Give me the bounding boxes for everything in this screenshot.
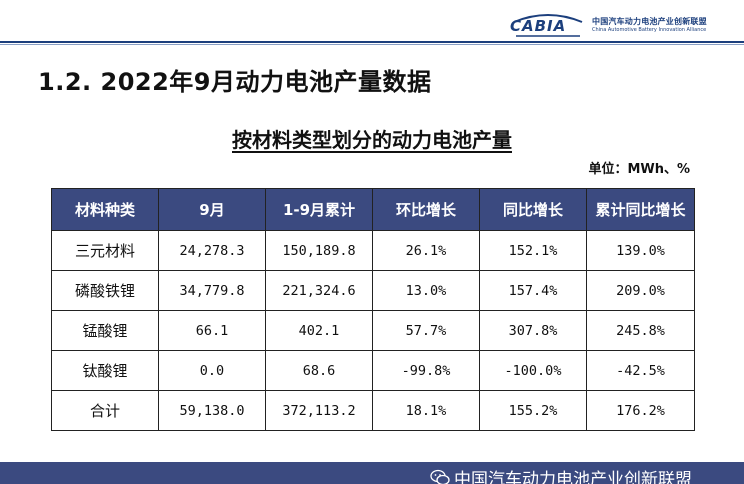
cell-cumulative: 221,324.6 bbox=[265, 270, 373, 311]
cell-yoy: 152.1% bbox=[479, 230, 587, 271]
logo-word: CABIA bbox=[510, 17, 567, 35]
cell-material: 三元材料 bbox=[51, 230, 159, 271]
wechat-icon bbox=[430, 469, 450, 484]
logo-swoosh-icon bbox=[513, 14, 583, 37]
cell-material: 磷酸铁锂 bbox=[51, 270, 159, 311]
cell-cumulative-yoy: 209.0% bbox=[586, 270, 695, 311]
logo-text: 中国汽车动力电池产业创新联盟 China Automotive Battery … bbox=[592, 16, 707, 33]
cell-yoy: 157.4% bbox=[479, 270, 587, 311]
footer-bar bbox=[0, 462, 744, 484]
cell-cumulative: 372,113.2 bbox=[265, 390, 373, 431]
cell-material: 钛酸锂 bbox=[51, 350, 159, 391]
cell-yoy: 307.8% bbox=[479, 310, 587, 351]
footer-text: 中国汽车动力电池产业创新联盟 bbox=[454, 470, 692, 484]
cell-material: 锰酸锂 bbox=[51, 310, 159, 351]
cell-cumulative-yoy: 139.0% bbox=[586, 230, 695, 271]
cell-yoy: -100.0% bbox=[479, 350, 587, 391]
battery-output-table: 材料种类 9月 1-9月累计 环比增长 同比增长 累计同比增长 三元材料 24,… bbox=[51, 188, 695, 431]
page-title: 1.2. 2022年9月动力电池产量数据 bbox=[38, 68, 432, 96]
header-material-type: 材料种类 bbox=[51, 188, 159, 231]
table-row-total: 合计 59,138.0 372,113.2 18.1% 155.2% 176.2… bbox=[51, 390, 695, 431]
cell-cumulative-yoy: 245.8% bbox=[586, 310, 695, 351]
cell-mom: -99.8% bbox=[372, 350, 480, 391]
unit-label: 单位：MWh、% bbox=[588, 162, 690, 177]
cell-material: 合计 bbox=[51, 390, 159, 431]
logo-chinese-name: 中国汽车动力电池产业创新联盟 bbox=[592, 16, 707, 26]
header-divider bbox=[0, 41, 744, 43]
cell-cumulative: 402.1 bbox=[265, 310, 373, 351]
cell-yoy: 155.2% bbox=[479, 390, 587, 431]
table-row: 磷酸铁锂 34,779.8 221,324.6 13.0% 157.4% 209… bbox=[51, 270, 695, 311]
cell-cumulative: 150,189.8 bbox=[265, 230, 373, 271]
table-header-row: 材料种类 9月 1-9月累计 环比增长 同比增长 累计同比增长 bbox=[51, 188, 695, 231]
header-logo: CABIA 中国汽车动力电池产业创新联盟 China Automotive Ba… bbox=[508, 12, 736, 38]
footer-brand: 中国汽车动力电池产业创新联盟 bbox=[430, 465, 692, 484]
cell-mom: 26.1% bbox=[372, 230, 480, 271]
header-mom-growth: 环比增长 bbox=[372, 188, 480, 231]
cell-cumulative: 68.6 bbox=[265, 350, 373, 391]
cell-cumulative-yoy: 176.2% bbox=[586, 390, 695, 431]
cell-september: 24,278.3 bbox=[158, 230, 266, 271]
header-divider-thin bbox=[0, 44, 744, 45]
table-row: 三元材料 24,278.3 150,189.8 26.1% 152.1% 139… bbox=[51, 230, 695, 271]
header-september: 9月 bbox=[158, 188, 266, 231]
cell-september: 0.0 bbox=[158, 350, 266, 391]
table-title-text: 按材料类型划分的动力电池产量 bbox=[232, 128, 512, 152]
cell-mom: 18.1% bbox=[372, 390, 480, 431]
cell-cumulative-yoy: -42.5% bbox=[586, 350, 695, 391]
cabia-logo-mark: CABIA bbox=[508, 12, 588, 38]
table-row: 锰酸锂 66.1 402.1 57.7% 307.8% 245.8% bbox=[51, 310, 695, 351]
cell-september: 66.1 bbox=[158, 310, 266, 351]
logo-english-name: China Automotive Battery Innovation Alli… bbox=[592, 26, 707, 33]
header-yoy-growth: 同比增长 bbox=[479, 188, 587, 231]
table-row: 钛酸锂 0.0 68.6 -99.8% -100.0% -42.5% bbox=[51, 350, 695, 391]
cell-september: 59,138.0 bbox=[158, 390, 266, 431]
header-jan-sep-cumulative: 1-9月累计 bbox=[265, 188, 373, 231]
cell-september: 34,779.8 bbox=[158, 270, 266, 311]
header-cumulative-yoy-growth: 累计同比增长 bbox=[586, 188, 695, 231]
cell-mom: 57.7% bbox=[372, 310, 480, 351]
cell-mom: 13.0% bbox=[372, 270, 480, 311]
table-title: 按材料类型划分的动力电池产量 bbox=[0, 124, 744, 153]
